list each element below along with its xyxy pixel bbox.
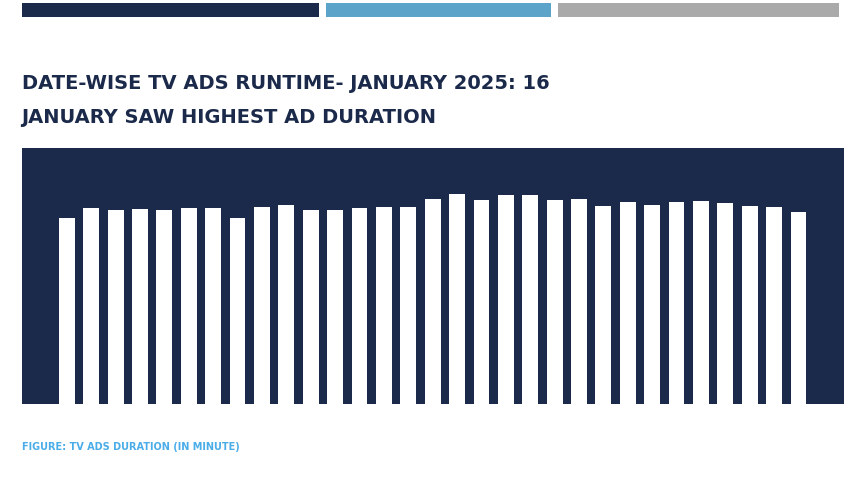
Bar	[693, 201, 709, 404]
Text: FIGURE: TV ADS DURATION (IN MINUTE): FIGURE: TV ADS DURATION (IN MINUTE)	[22, 442, 239, 452]
Text: 9,822: 9,822	[307, 210, 313, 231]
Text: 9,836: 9,836	[137, 210, 143, 231]
Bar	[620, 202, 635, 404]
Bar	[376, 206, 392, 404]
Text: 9,800: 9,800	[113, 210, 119, 231]
Bar	[596, 206, 611, 404]
Text: 10,597: 10,597	[454, 195, 460, 220]
Bar	[474, 200, 489, 404]
Bar	[790, 212, 807, 404]
Bar	[449, 194, 465, 404]
Bar	[400, 207, 416, 404]
Bar	[717, 203, 734, 404]
Text: 9,893: 9,893	[356, 208, 362, 229]
Text: 10,199: 10,199	[673, 203, 679, 228]
Text: 9,991: 9,991	[746, 206, 753, 228]
Text: 9,685: 9,685	[796, 213, 802, 234]
Text: 9,972: 9,972	[381, 207, 387, 228]
Text: 10,348: 10,348	[576, 200, 582, 225]
Text: 10,053: 10,053	[649, 206, 655, 231]
Bar	[523, 195, 538, 404]
Text: 9,915: 9,915	[88, 208, 94, 229]
Text: 9,823: 9,823	[161, 210, 167, 231]
Bar	[571, 199, 587, 404]
Legend: Min: Min	[419, 134, 446, 143]
Text: 10,331: 10,331	[552, 200, 558, 226]
Text: 10,155: 10,155	[722, 204, 728, 229]
Bar	[230, 218, 245, 404]
Text: 9,940: 9,940	[771, 207, 777, 228]
Bar	[157, 210, 172, 404]
Text: 9,412: 9,412	[234, 218, 240, 239]
Text: 9,800: 9,800	[332, 210, 338, 231]
Bar	[742, 206, 758, 404]
Bar	[254, 207, 269, 404]
Bar	[327, 210, 343, 404]
Text: 9,893: 9,893	[186, 208, 192, 229]
Bar	[669, 202, 684, 404]
Text: 9,960: 9,960	[259, 207, 265, 228]
Bar	[278, 205, 294, 404]
Text: 10,259: 10,259	[698, 201, 704, 227]
Text: 10,567: 10,567	[503, 196, 509, 221]
Text: DATE-WISE TV ADS RUNTIME- JANUARY 2025: 16: DATE-WISE TV ADS RUNTIME- JANUARY 2025: …	[22, 74, 549, 93]
Text: 10,564: 10,564	[527, 196, 533, 221]
Bar	[181, 208, 196, 404]
Bar	[108, 210, 123, 404]
Bar	[547, 199, 562, 404]
Text: 10,063: 10,063	[283, 205, 289, 231]
Bar	[303, 210, 319, 404]
Text: 10,021: 10,021	[600, 206, 606, 232]
Bar	[424, 199, 441, 404]
Bar	[132, 209, 148, 404]
Text: 9,893: 9,893	[210, 208, 216, 229]
Bar	[498, 195, 514, 404]
Text: 10,376: 10,376	[430, 199, 436, 225]
Bar	[351, 208, 368, 404]
Text: 10,214: 10,214	[625, 202, 631, 228]
Bar	[766, 207, 782, 404]
Text: JANUARY SAW HIGHEST AD DURATION: JANUARY SAW HIGHEST AD DURATION	[22, 108, 437, 127]
Bar	[644, 205, 660, 404]
Text: 9,962: 9,962	[406, 207, 412, 228]
Text: 9,389: 9,389	[64, 218, 70, 239]
Bar	[59, 218, 75, 404]
Bar	[84, 208, 99, 404]
Text: 10,303: 10,303	[479, 200, 485, 226]
Bar	[205, 208, 221, 404]
